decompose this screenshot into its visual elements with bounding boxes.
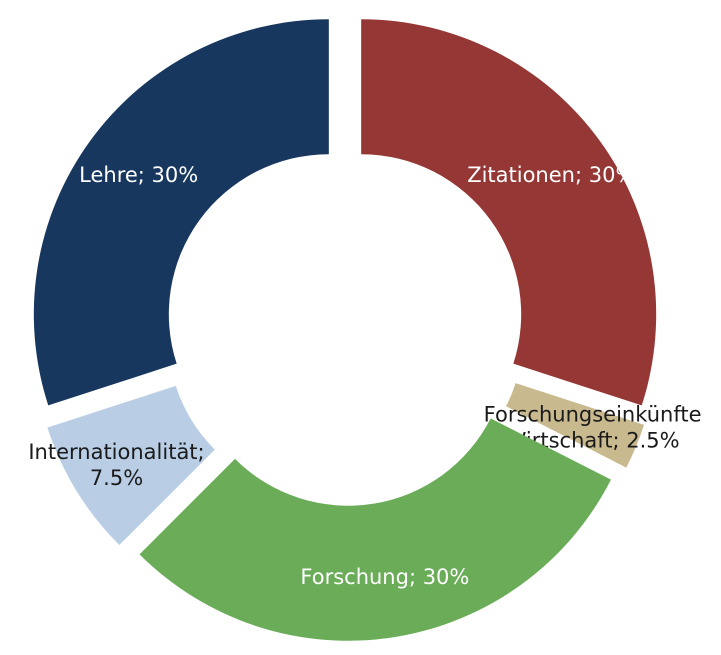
donut-slice [33,19,329,406]
data-label: Forschung; 30% [300,565,469,589]
data-label: Zitationen; 30% [467,163,635,187]
data-label: Internationalität; 7.5% [28,440,204,490]
data-label-line: Zitationen; 30% [467,163,635,187]
donut-slice [506,383,645,468]
data-label: Forschungseinkünfte Wirtschaft; 2.5% [484,403,702,453]
data-label-line: 7.5% [90,466,143,490]
donut-slice [139,418,611,641]
donut-slice [47,385,215,546]
data-label-line: Forschungseinkünfte [484,403,702,427]
data-label: Lehre; 30% [79,163,198,187]
donut-slice [361,19,657,406]
data-label-line: Internationalität; [28,440,204,464]
data-label-line: Forschung; 30% [300,565,469,589]
data-label-line: Lehre; 30% [79,163,198,187]
